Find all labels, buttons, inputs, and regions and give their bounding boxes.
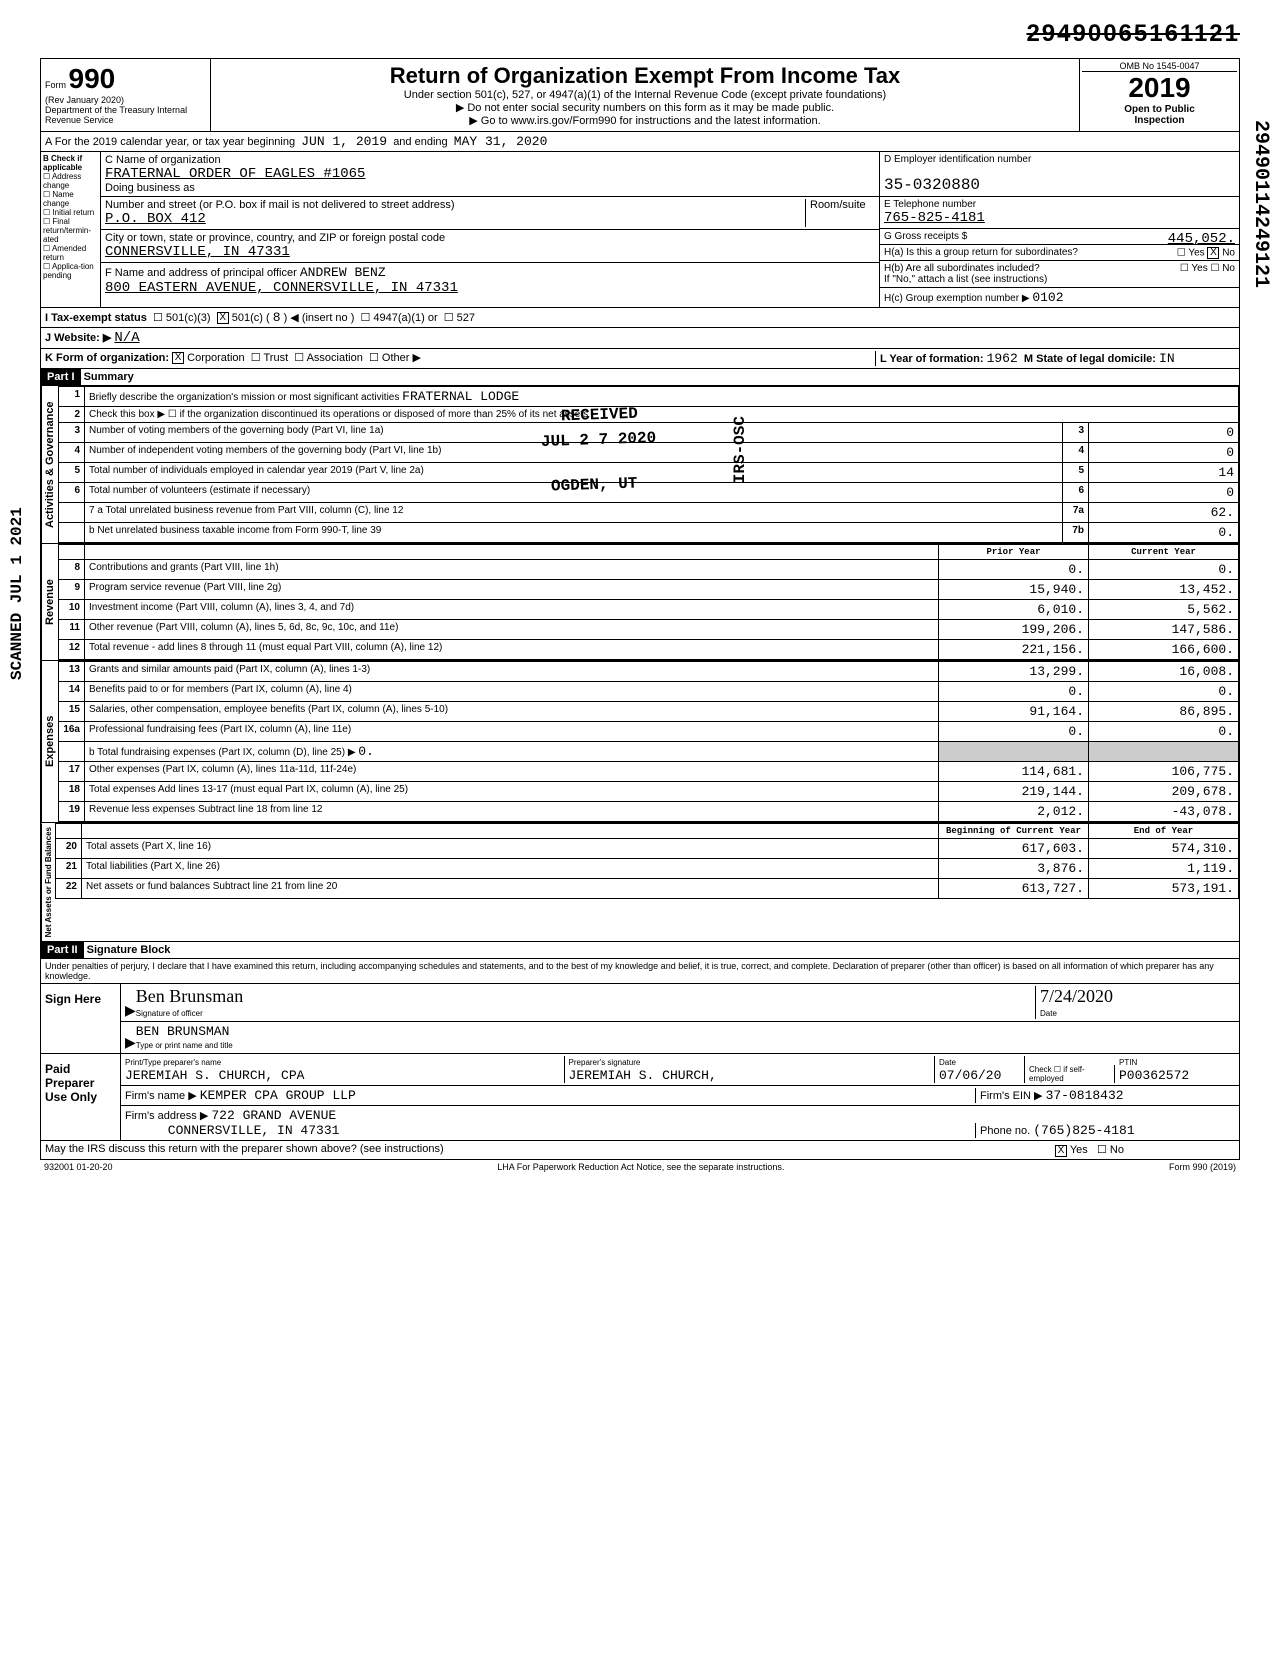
footer: 932001 01-20-20 LHA For Paperwork Reduct… [40,1160,1240,1174]
form-number: 990 [69,63,116,94]
year-formation: 1962 [987,351,1018,366]
firm-phone: (765)825-4181 [1033,1123,1134,1138]
sign-here-label: Sign Here [41,984,121,1053]
form-title: Return of Organization Exempt From Incom… [215,63,1075,89]
section-expenses: Expenses [41,661,58,822]
form-subtitle-3: ▶ Go to www.irs.gov/Form990 for instruct… [215,114,1075,127]
c-label: C Name of organization [105,154,221,166]
line4-val: 0 [1089,443,1239,463]
revenue-table: Prior YearCurrent Year 8Contributions an… [58,544,1239,660]
section-governance: Activities & Governance [41,386,58,543]
part2-header: Part II Signature Block [40,942,1240,959]
sign-here-block: Sign Here ▶ Ben Brunsman Signature of of… [40,984,1240,1054]
part1-netassets: Net Assets or Fund Balances Beginning of… [40,823,1240,942]
footer-code: 932001 01-20-20 [44,1162,113,1172]
line7a-val: 62. [1089,503,1239,523]
entity-block: B Check if applicable ☐ Address change ☐… [40,152,1240,308]
website-row: J Website: ▶ N/A [40,328,1240,349]
part1-expenses: Expenses 13Grants and similar amounts pa… [40,661,1240,823]
part1-revenue: Revenue Prior YearCurrent Year 8Contribu… [40,544,1240,661]
tax-year: 2019 [1082,72,1237,104]
g-label: G Gross receipts $ [884,231,967,242]
line5-val: 14 [1089,463,1239,483]
form-dept: Department of the Treasury Internal Reve… [45,105,187,125]
form-subtitle-1: Under section 501(c), 527, or 4947(a)(1)… [215,89,1075,101]
form-year-box: OMB No 1545-0047 2019 Open to PublicInsp… [1079,59,1239,131]
summary-governance: 1Briefly describe the organization's mis… [58,386,1239,543]
dba-label: Doing business as [105,182,195,194]
officer-addr: 800 EASTERN AVENUE, CONNERSVILLE, IN 473… [105,280,458,296]
form-title-box: Return of Organization Exempt From Incom… [211,59,1079,131]
org-name: FRATERNAL ORDER OF EAGLES #1065 [105,166,365,182]
footer-lha: LHA For Paperwork Reduction Act Notice, … [497,1162,784,1172]
right-column: D Employer identification number 35-0320… [879,152,1239,307]
preparer-signature: JEREMIAH S. CHURCH, [569,1068,717,1083]
hc-label: H(c) Group exemption number ▶ [884,293,1030,304]
phone: 765-825-4181 [884,210,985,226]
period-begin: JUN 1, 2019 [301,134,387,149]
part1-body: RECEIVED JUL 2 7 2020 OGDEN, UT IRS-OSC … [40,386,1240,544]
omb-number: OMB No 1545-0047 [1082,61,1237,72]
officer-name: ANDREW BENZ [300,265,386,280]
paid-preparer-block: Paid Preparer Use Only Print/Type prepar… [40,1054,1240,1141]
part1-header: Part I Summary [40,369,1240,386]
h1b-label: H(b) Are all subordinates included? [884,263,1040,274]
k-l-m-row: K Form of organization: X Corporation ☐ … [40,349,1240,369]
period-row: A For the 2019 calendar year, or tax yea… [40,132,1240,152]
firm-ein: 37-0818432 [1046,1088,1124,1103]
expenses-table: 13Grants and similar amounts paid (Part … [58,661,1239,822]
signature-date: 7/24/2020 [1040,986,1113,1006]
period-label-end: and ending [393,136,447,148]
paid-preparer-label: Paid Preparer Use Only [41,1054,121,1140]
section-netassets: Net Assets or Fund Balances [41,823,55,941]
tax-exempt-row: I Tax-exempt status ☐ 501(c)(3) X 501(c)… [40,308,1240,328]
officer-print-name: BEN BRUNSMAN [136,1024,230,1039]
d-label: D Employer identification number [884,154,1031,165]
period-label-a: A For the 2019 calendar year, or tax yea… [45,136,295,148]
group-exemption: 0102 [1032,290,1063,305]
line3-val: 0 [1089,423,1239,443]
preparer-name: JEREMIAH S. CHURCH, CPA [125,1068,304,1083]
open-to-public: Open to PublicInspection [1082,104,1237,126]
perjury-statement: Under penalties of perjury, I declare th… [40,959,1240,984]
website: N/A [114,330,139,346]
period-end: MAY 31, 2020 [454,134,548,149]
gross-receipts: 445,052. [1168,231,1235,247]
form-subtitle-2: ▶ Do not enter social security numbers o… [215,101,1075,114]
org-city: CONNERSVILLE, IN 47331 [105,244,290,260]
firm-addr1: 722 GRAND AVENUE [211,1108,336,1123]
discuss-row: May the IRS discuss this return with the… [40,1141,1240,1159]
form-number-box: Form 990 (Rev January 2020) Department o… [41,59,211,131]
preparer-date: 07/06/20 [939,1068,1001,1083]
name-column: C Name of organization FRATERNAL ORDER O… [101,152,879,307]
section-revenue: Revenue [41,544,58,660]
state-domicile: IN [1159,351,1175,366]
side-id: 29490114249121 [1249,120,1272,288]
firm-addr2: CONNERSVILLE, IN 47331 [168,1123,340,1138]
501c-num: 8 [273,310,281,325]
ptin: P00362572 [1119,1068,1189,1083]
f-label: F Name and address of principal officer [105,267,297,279]
mission: FRATERNAL LODGE [402,389,519,404]
h1a-label: H(a) Is this a group return for subordin… [884,247,1078,258]
e-label: E Telephone number [884,199,976,210]
firm-name: KEMPER CPA GROUP LLP [200,1088,356,1103]
form-rev: (Rev January 2020) [45,95,124,105]
struck-id: 29490065161121 [40,20,1240,48]
officer-signature: Ben Brunsman [136,986,244,1006]
scanned-stamp: SCANNED JUL 1 2021 [8,507,26,680]
h1b-note: If "No," attach a list (see instructions… [884,274,1047,285]
netassets-table: Beginning of Current YearEnd of Year 20T… [55,823,1239,899]
footer-form: Form 990 (2019) [1169,1162,1236,1172]
org-address: P.O. BOX 412 [105,211,206,227]
room-suite: Room/suite [805,199,875,227]
check-column: B Check if applicable ☐ Address change ☐… [41,152,101,307]
ein: 35-0320880 [884,176,980,194]
form-header: Form 990 (Rev January 2020) Department o… [40,58,1240,132]
addr-label: Number and street (or P.O. box if mail i… [105,199,455,211]
city-label: City or town, state or province, country… [105,232,445,244]
line7b-val: 0. [1089,523,1239,543]
line6-val: 0 [1089,483,1239,503]
self-employed-check: Check ☐ if self-employed [1025,1065,1115,1083]
